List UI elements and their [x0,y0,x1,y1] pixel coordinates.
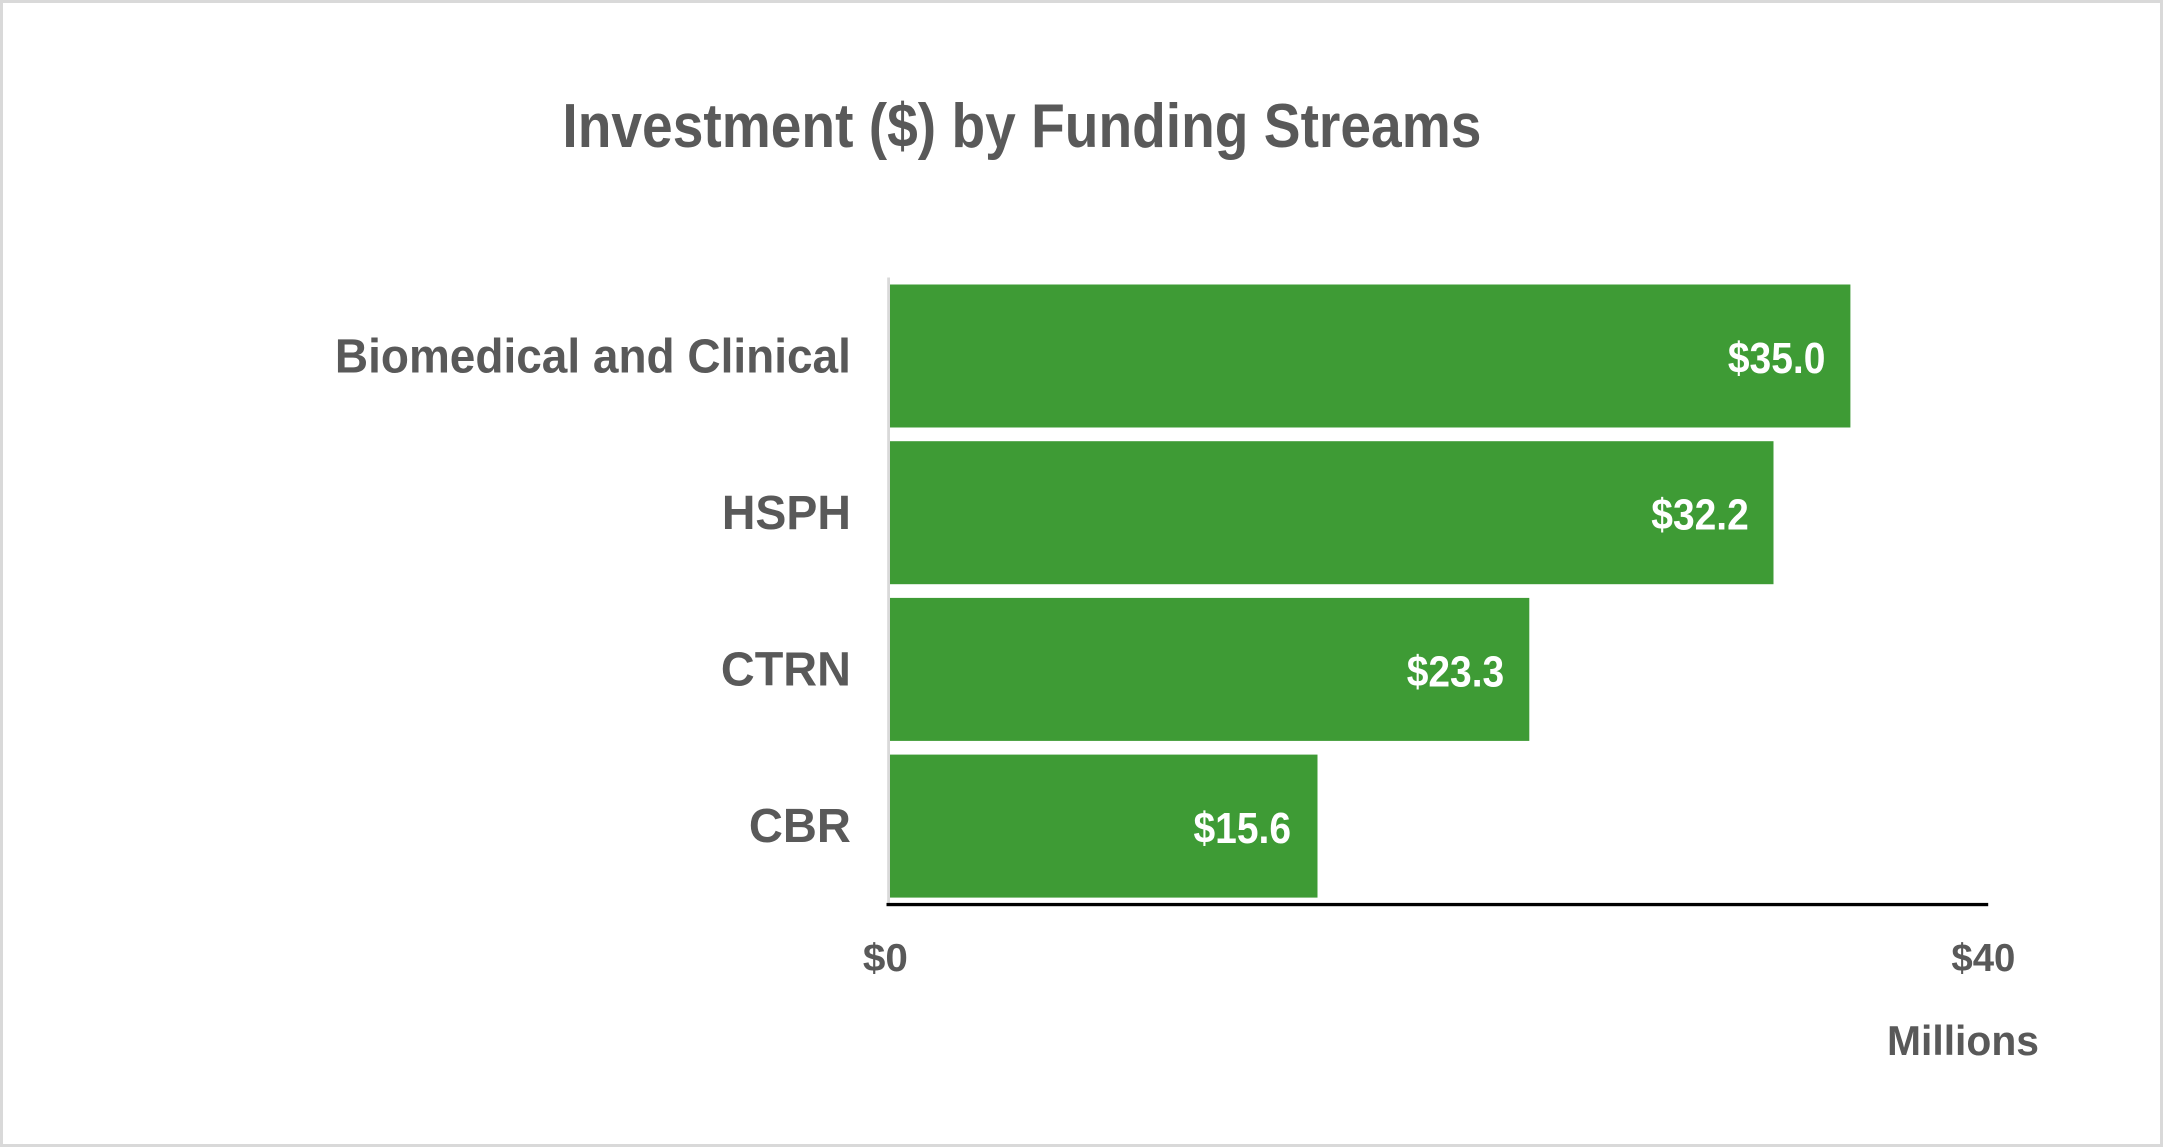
svg-text:Biomedical and Clinical: Biomedical and Clinical [335,330,851,384]
svg-text:HSPH: HSPH [722,486,851,540]
svg-text:$35.0: $35.0 [1728,335,1826,383]
svg-text:CBR: CBR [749,799,851,853]
svg-text:$0: $0 [863,937,908,980]
svg-text:$15.6: $15.6 [1194,805,1292,853]
svg-text:$23.3: $23.3 [1407,648,1505,696]
svg-text:Millions: Millions [1887,1017,2039,1064]
svg-text:Investment ($) by Funding Stre: Investment ($) by Funding Streams [562,92,1481,161]
svg-text:$32.2: $32.2 [1651,492,1749,540]
svg-text:CTRN: CTRN [721,643,851,697]
svg-text:$40: $40 [1951,937,2015,980]
